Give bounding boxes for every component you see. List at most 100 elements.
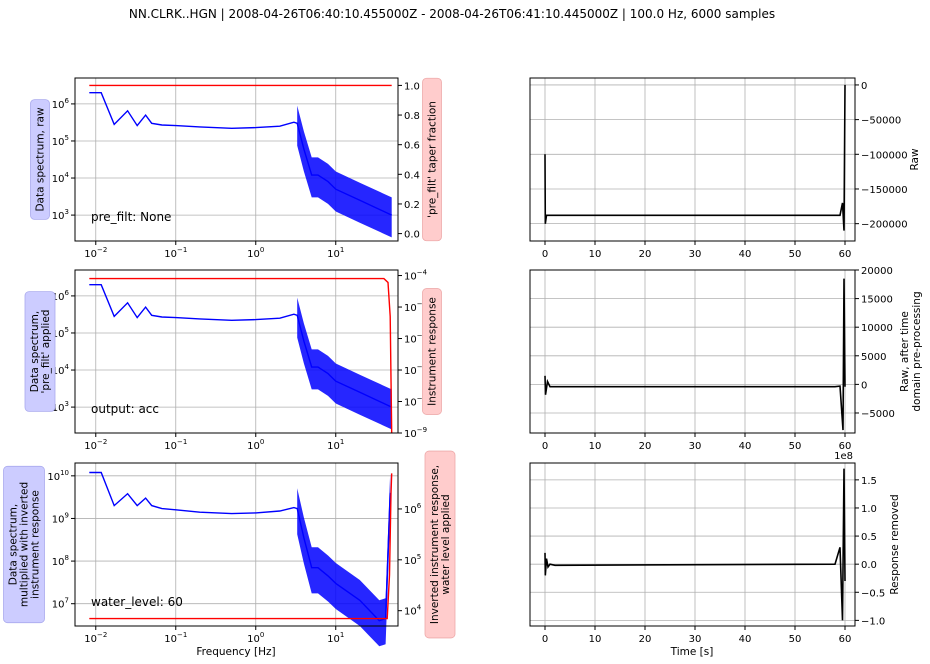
ylabel-box: Data spectrum,'pre_filt' applied [24,291,56,412]
secondary-label-bg [422,288,442,415]
time-ylabel-line: Response removed [889,494,901,594]
spectrum-frame [74,269,399,434]
time-ylabel: Raw, after time domain pre-processing [899,291,923,411]
time-frame [529,77,856,242]
y-tick-label: 108 [52,554,69,568]
y-tick-label: 105 [52,326,69,340]
x-tick-label: 40 [739,249,752,260]
ylabel-box: Data spectrum, raw [30,99,50,220]
x-tick-label: 50 [789,441,802,452]
x-tick-label: 10−1 [164,246,187,260]
figure-title: NN.CLRK..HGN | 2008-04-26T06:40:10.45500… [129,7,775,21]
y-tick-label: 15000 [861,295,893,306]
time-panel-2: 0 10 20 30 40 50 60 20000 15000 10000 5000 0 −5000 Ra… [529,266,923,452]
time-offset: 1e8 [834,451,853,462]
ylabel-line: Data spectrum, [29,311,41,392]
y-tick-label: 106 [52,97,70,111]
time-frame [529,269,856,434]
spectrum-panel-3: 10−2 10−1 100 101 107 108 109 1010 104 105 106 wate… [3,450,456,647]
x-tick-label: 101 [327,631,344,645]
x-tick-label: 40 [739,634,752,645]
x-tick-label: 20 [639,441,652,452]
spectrum-frame [74,462,399,627]
time-series [544,84,846,231]
y-tick-label: 0.0 [861,560,877,571]
y-tick-label: 106 [52,289,70,303]
x-tick-label: 0 [542,441,548,452]
spectrum-frame [74,77,399,242]
x-tick-label: 0 [542,249,548,260]
x-tick-label: 20 [639,249,652,260]
ylabel-line: Data spectrum, [8,504,20,585]
secondary-tick-label: 0.8 [404,111,420,122]
x-tick-label: 30 [689,249,702,260]
secondary-label-bg [422,77,442,242]
y-tick-label: 0 [861,380,867,391]
y-tick-label: 1.0 [861,504,877,515]
secondary-tick-label: 105 [404,553,421,567]
x-tick-label: 60 [839,249,852,260]
x-tick-label: 10 [589,249,602,260]
time-ylabel: Raw [909,148,921,170]
x-tick-label: 10 [589,634,602,645]
secondary-tick-label: 0.0 [404,230,420,241]
x-tick-label: 40 [739,441,752,452]
spectrum-oscillation-band [297,297,392,430]
y-tick-label: −1.0 [861,616,885,627]
ylabel-box-bg [3,465,45,624]
x-tick-label: 10−2 [84,246,107,260]
x-tick-label: 60 [839,634,852,645]
secondary-label-line: water level applied [440,494,452,594]
x-tick-label: 50 [789,249,802,260]
y-tick-label: 1010 [47,469,69,483]
secondary-label-line: Inverted instrument response, [429,465,441,624]
time-series [544,468,846,621]
spectrum-panel-2: 10−2 10−1 100 101 103 104 105 106 10−9 10−8 10−7 10… [24,269,442,452]
x-tick-label: 100 [247,631,264,645]
y-tick-label: −5000 [861,409,895,420]
time-ylabel-line: Raw [909,148,921,170]
annotation: output: acc [91,402,159,416]
y-tick-label: 0.5 [861,532,877,543]
y-tick-label: −150000 [861,185,908,196]
secondary-series [89,277,393,434]
x-tick-label: 10 [589,441,602,452]
x-tick-label: 100 [247,438,264,452]
time-frame [529,462,856,627]
x-tick-label: 50 [789,634,802,645]
secondary-tick-label: 10−5 [404,300,427,314]
ylabel-line: 'pre_filt' applied [40,310,52,394]
secondary-label-box: 'pre_filt' taper fraction [422,77,442,242]
time-series [544,278,846,431]
ylabel-box: Data spectrum, multiplied with inverted in… [3,465,45,624]
ylabel-box-bg [30,99,50,220]
secondary-label-bg [424,450,456,639]
secondary-tick-label: 10−7 [404,363,427,377]
y-tick-label: 103 [52,208,69,222]
y-tick-label: 0 [861,81,867,92]
x-tick-label: 20 [639,634,652,645]
secondary-tick-label: 106 [404,502,422,516]
ylabel-line: instrument response [30,490,42,599]
spectrum-panel-1: 10−2 10−1 100 101 103 104 105 106 0.0 0.2 0.4 0.6 0.… [30,77,442,260]
y-tick-label: 105 [52,134,69,148]
time-panel-1: 0 10 20 30 40 50 60 0 −50000 −100000 −150000 −20000… [529,77,921,260]
y-tick-label: −200000 [861,220,908,231]
annotation: pre_filt: None [91,210,171,224]
ylabel-line: Data spectrum, raw [35,107,47,212]
y-tick-label: 5000 [861,352,886,363]
y-tick-label: 1.5 [861,476,877,487]
secondary-series [89,473,393,620]
secondary-tick-label: 104 [404,604,422,618]
x-tick-label: 101 [327,438,344,452]
secondary-label-box: Inverted instrument response, water level… [424,450,456,639]
secondary-tick-label: 0.4 [404,170,420,181]
x-tick-label: 30 [689,634,702,645]
x-tick-label: 10−1 [164,438,187,452]
y-tick-label: −50000 [861,116,901,127]
secondary-label-line: 'pre_filt' taper fraction [427,101,439,218]
secondary-label-line: Instrument response [427,297,439,406]
x-tick-label: 0 [542,634,548,645]
y-tick-label: 103 [52,400,69,414]
